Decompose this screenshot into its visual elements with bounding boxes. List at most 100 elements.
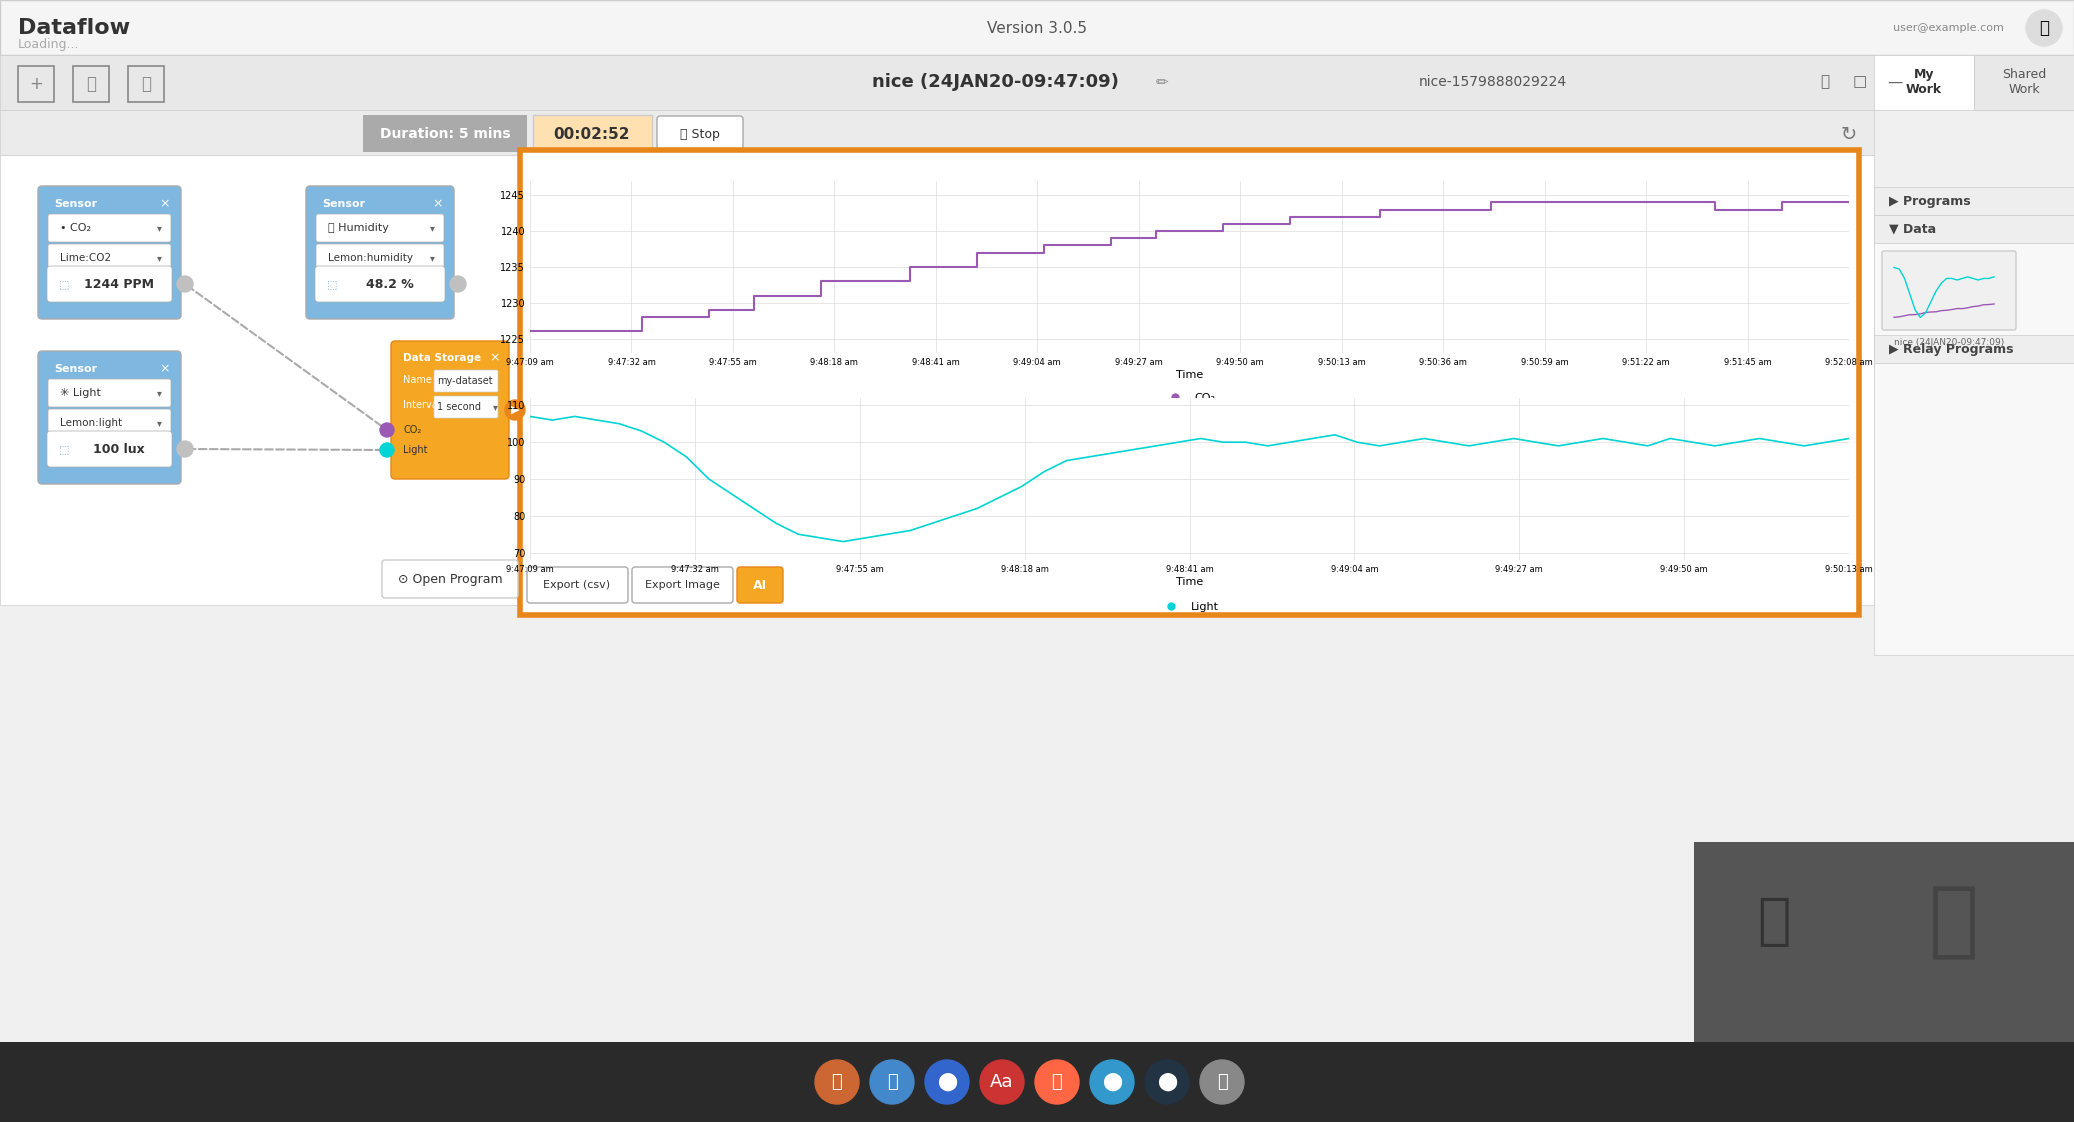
FancyBboxPatch shape xyxy=(736,567,784,603)
Text: 👤: 👤 xyxy=(2039,19,2049,37)
Text: 👤: 👤 xyxy=(1757,895,1790,949)
Text: 🌐: 🌐 xyxy=(886,1073,898,1091)
Text: Interval: Interval xyxy=(402,401,440,410)
Text: ▶ Programs: ▶ Programs xyxy=(1889,194,1970,208)
FancyBboxPatch shape xyxy=(363,114,527,151)
Text: 🔍: 🔍 xyxy=(832,1073,842,1091)
FancyBboxPatch shape xyxy=(657,116,742,151)
Text: ×: × xyxy=(160,197,170,211)
Text: 〰 Humidity: 〰 Humidity xyxy=(328,223,390,233)
Text: Name: Name xyxy=(402,375,431,385)
Circle shape xyxy=(450,276,467,292)
Text: 🗑: 🗑 xyxy=(1217,1073,1228,1091)
FancyBboxPatch shape xyxy=(48,379,170,407)
Circle shape xyxy=(981,1060,1025,1104)
Text: ✳ Light: ✳ Light xyxy=(60,388,102,398)
Text: ▾: ▾ xyxy=(156,252,162,263)
Text: ▼ Data: ▼ Data xyxy=(1889,222,1937,236)
Text: ⬚: ⬚ xyxy=(58,279,68,289)
Text: ▾: ▾ xyxy=(494,402,498,412)
Text: ▶ Relay Programs: ▶ Relay Programs xyxy=(1889,342,2014,356)
Text: my-dataset: my-dataset xyxy=(438,376,494,386)
FancyBboxPatch shape xyxy=(633,567,732,603)
Text: ×: × xyxy=(160,362,170,376)
Text: ▾: ▾ xyxy=(156,223,162,233)
Text: 00:02:52: 00:02:52 xyxy=(554,127,630,141)
Text: ×: × xyxy=(433,197,444,211)
Text: ×: × xyxy=(489,351,500,365)
Text: ⬤: ⬤ xyxy=(937,1073,956,1092)
Text: Sensor: Sensor xyxy=(54,199,97,209)
FancyBboxPatch shape xyxy=(527,567,628,603)
FancyBboxPatch shape xyxy=(315,214,444,242)
Circle shape xyxy=(176,441,193,457)
FancyBboxPatch shape xyxy=(1881,251,2016,330)
Text: ▾: ▾ xyxy=(156,388,162,398)
Text: 📱: 📱 xyxy=(1052,1073,1062,1091)
FancyBboxPatch shape xyxy=(392,341,508,479)
FancyBboxPatch shape xyxy=(307,186,454,319)
Text: ⬤: ⬤ xyxy=(1101,1073,1122,1092)
Text: ✏: ✏ xyxy=(1155,74,1168,90)
FancyBboxPatch shape xyxy=(0,155,1875,605)
Text: Lemon:light: Lemon:light xyxy=(60,419,122,427)
Text: Loading...: Loading... xyxy=(19,37,79,50)
Text: 🗑: 🗑 xyxy=(141,75,151,93)
Circle shape xyxy=(815,1060,859,1104)
Text: 100 lux: 100 lux xyxy=(93,442,145,456)
Text: ▾: ▾ xyxy=(429,223,433,233)
Text: 1244 PPM: 1244 PPM xyxy=(85,277,153,291)
Circle shape xyxy=(176,276,193,292)
Text: 👤: 👤 xyxy=(1929,882,1979,963)
FancyBboxPatch shape xyxy=(433,396,498,419)
Text: Aa: Aa xyxy=(989,1073,1014,1091)
Text: • CO₂: • CO₂ xyxy=(60,223,91,233)
FancyBboxPatch shape xyxy=(315,243,444,272)
FancyBboxPatch shape xyxy=(0,0,2074,55)
Circle shape xyxy=(925,1060,969,1104)
Circle shape xyxy=(1145,1060,1188,1104)
Circle shape xyxy=(869,1060,915,1104)
Text: Lemon:humidity: Lemon:humidity xyxy=(328,252,413,263)
Circle shape xyxy=(1035,1060,1078,1104)
FancyBboxPatch shape xyxy=(315,266,446,302)
Text: Export Image: Export Image xyxy=(645,580,720,590)
FancyBboxPatch shape xyxy=(1875,215,2074,243)
Text: Sensor: Sensor xyxy=(321,199,365,209)
FancyBboxPatch shape xyxy=(0,110,1875,155)
Circle shape xyxy=(1201,1060,1244,1104)
Text: ⬚: ⬚ xyxy=(328,279,338,289)
Text: Export (csv): Export (csv) xyxy=(543,580,610,590)
Text: ⊙ Open Program: ⊙ Open Program xyxy=(398,572,502,586)
Circle shape xyxy=(1091,1060,1134,1104)
FancyBboxPatch shape xyxy=(382,560,518,598)
Text: user@example.com: user@example.com xyxy=(1894,22,2003,33)
FancyBboxPatch shape xyxy=(1694,842,2074,1042)
FancyBboxPatch shape xyxy=(1875,55,1974,110)
Text: ⧉: ⧉ xyxy=(85,75,95,93)
Circle shape xyxy=(504,401,525,420)
Text: ▶: ▶ xyxy=(510,405,518,415)
Text: nice-1579888029224: nice-1579888029224 xyxy=(1419,75,1568,89)
FancyBboxPatch shape xyxy=(433,370,498,392)
Text: Dataflow: Dataflow xyxy=(19,18,131,38)
Text: □: □ xyxy=(1852,74,1867,90)
FancyBboxPatch shape xyxy=(48,410,170,436)
Text: Shared
Work: Shared Work xyxy=(2001,68,2047,96)
FancyBboxPatch shape xyxy=(0,1042,2074,1122)
Text: 48.2 %: 48.2 % xyxy=(367,277,415,291)
Text: +: + xyxy=(29,75,44,93)
FancyBboxPatch shape xyxy=(1875,187,2074,215)
Text: ⬜ Stop: ⬜ Stop xyxy=(680,128,720,140)
Circle shape xyxy=(380,423,394,436)
X-axis label: Time: Time xyxy=(1176,577,1203,587)
Text: nice (24JAN20-09:47:09): nice (24JAN20-09:47:09) xyxy=(1894,338,2003,347)
Text: —: — xyxy=(1887,74,1902,90)
Text: 💾: 💾 xyxy=(1821,74,1829,90)
FancyBboxPatch shape xyxy=(37,351,180,484)
FancyBboxPatch shape xyxy=(48,431,172,467)
Text: ↻: ↻ xyxy=(1842,125,1856,144)
FancyBboxPatch shape xyxy=(37,186,180,319)
Text: Version 3.0.5: Version 3.0.5 xyxy=(987,20,1087,36)
Circle shape xyxy=(380,443,394,457)
